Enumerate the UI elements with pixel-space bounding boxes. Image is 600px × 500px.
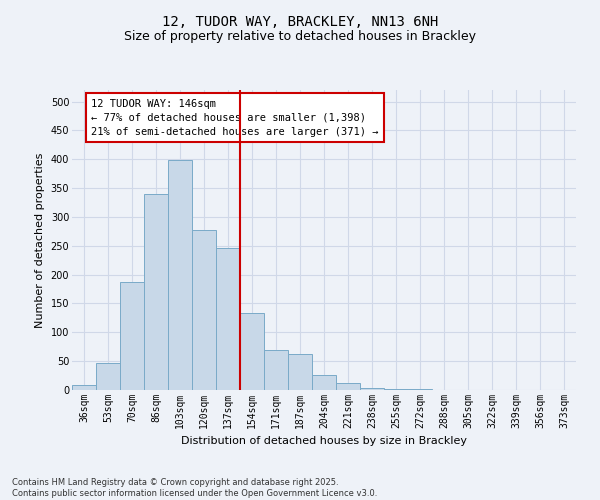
Bar	[144, 194, 168, 390]
Text: 12 TUDOR WAY: 146sqm
← 77% of detached houses are smaller (1,398)
21% of semi-de: 12 TUDOR WAY: 146sqm ← 77% of detached h…	[91, 98, 379, 136]
Bar	[120, 282, 144, 390]
Bar	[72, 386, 96, 390]
Text: Contains HM Land Registry data © Crown copyright and database right 2025.
Contai: Contains HM Land Registry data © Crown c…	[12, 478, 377, 498]
Y-axis label: Number of detached properties: Number of detached properties	[35, 152, 45, 328]
Bar	[216, 248, 240, 390]
Bar	[168, 160, 192, 390]
Bar	[288, 354, 312, 390]
Bar	[192, 230, 216, 390]
Text: Size of property relative to detached houses in Brackley: Size of property relative to detached ho…	[124, 30, 476, 43]
Bar	[96, 364, 120, 390]
Bar	[240, 312, 264, 390]
Bar	[336, 383, 360, 390]
Bar	[264, 350, 288, 390]
Bar	[360, 388, 384, 390]
Text: 12, TUDOR WAY, BRACKLEY, NN13 6NH: 12, TUDOR WAY, BRACKLEY, NN13 6NH	[162, 15, 438, 29]
Bar	[312, 375, 336, 390]
Bar	[384, 389, 408, 390]
X-axis label: Distribution of detached houses by size in Brackley: Distribution of detached houses by size …	[181, 436, 467, 446]
